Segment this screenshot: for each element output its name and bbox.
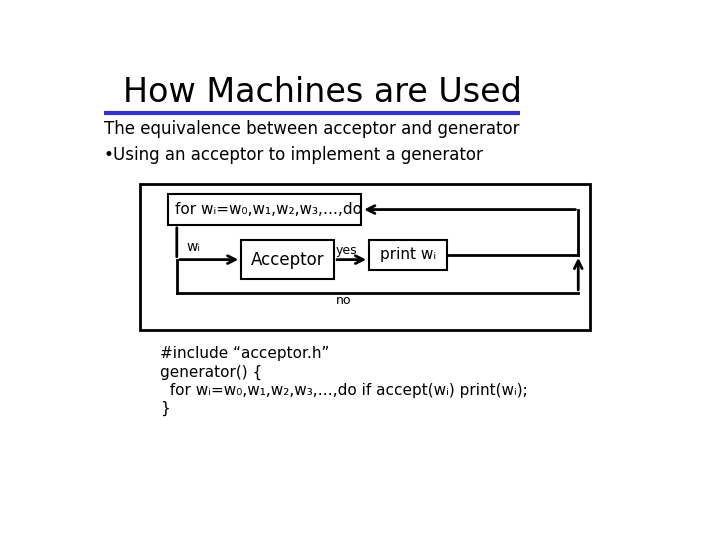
Text: wᵢ: wᵢ <box>186 240 200 254</box>
Text: Using an acceptor to implement a generator: Using an acceptor to implement a generat… <box>113 146 483 164</box>
Bar <box>168 194 361 225</box>
Bar <box>140 184 590 330</box>
Bar <box>241 240 334 279</box>
Bar <box>369 240 446 269</box>
Text: print wᵢ: print wᵢ <box>379 247 436 262</box>
Text: for wᵢ=w₀,w₁,w₂,w₃,…,do if accept(wᵢ) print(wᵢ);: for wᵢ=w₀,w₁,w₂,w₃,…,do if accept(wᵢ) pr… <box>160 383 528 398</box>
Text: The equivalence between acceptor and generator: The equivalence between acceptor and gen… <box>104 120 519 138</box>
Text: Acceptor: Acceptor <box>251 251 325 268</box>
Text: generator() {: generator() { <box>160 364 262 380</box>
Text: •: • <box>104 146 114 164</box>
Text: no: no <box>336 294 351 307</box>
Text: #include “acceptor.h”: #include “acceptor.h” <box>160 346 329 361</box>
Text: How Machines are Used: How Machines are Used <box>122 76 521 109</box>
Text: yes: yes <box>336 244 357 257</box>
Text: for wᵢ=w₀,w₁,w₂,w₃,…,do: for wᵢ=w₀,w₁,w₂,w₃,…,do <box>175 202 362 217</box>
Text: }: } <box>160 401 169 416</box>
